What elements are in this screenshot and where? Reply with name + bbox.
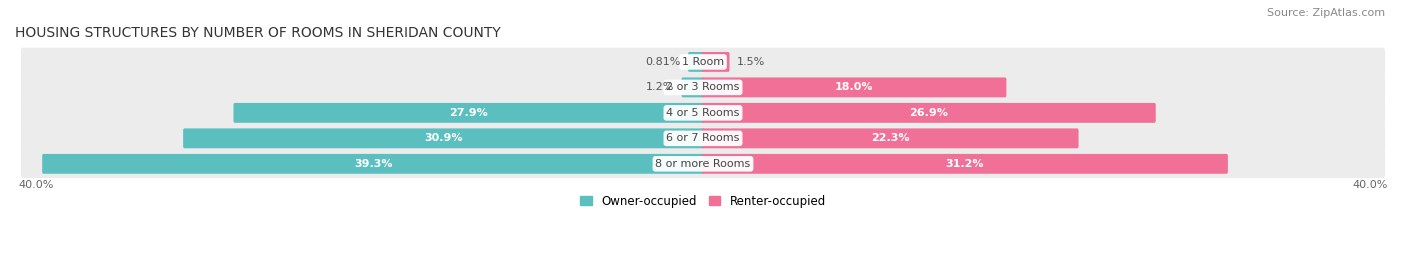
Text: 26.9%: 26.9% [910, 108, 948, 118]
FancyBboxPatch shape [42, 154, 704, 174]
FancyBboxPatch shape [21, 99, 1385, 127]
FancyBboxPatch shape [21, 73, 1385, 102]
FancyBboxPatch shape [682, 77, 704, 97]
FancyBboxPatch shape [702, 52, 730, 72]
Text: 1.2%: 1.2% [647, 82, 675, 92]
Text: 2 or 3 Rooms: 2 or 3 Rooms [666, 82, 740, 92]
FancyBboxPatch shape [21, 48, 1385, 76]
Text: 39.3%: 39.3% [354, 159, 392, 169]
Text: 1 Room: 1 Room [682, 57, 724, 67]
Text: 31.2%: 31.2% [945, 159, 984, 169]
Text: 6 or 7 Rooms: 6 or 7 Rooms [666, 133, 740, 143]
FancyBboxPatch shape [702, 77, 1007, 97]
FancyBboxPatch shape [21, 150, 1385, 178]
FancyBboxPatch shape [688, 52, 704, 72]
Text: 27.9%: 27.9% [450, 108, 488, 118]
Text: 40.0%: 40.0% [18, 180, 53, 190]
Text: 4 or 5 Rooms: 4 or 5 Rooms [666, 108, 740, 118]
FancyBboxPatch shape [702, 103, 1156, 123]
Legend: Owner-occupied, Renter-occupied: Owner-occupied, Renter-occupied [575, 190, 831, 212]
Text: 40.0%: 40.0% [1353, 180, 1388, 190]
Text: 1.5%: 1.5% [737, 57, 765, 67]
Text: 18.0%: 18.0% [835, 82, 873, 92]
Text: 30.9%: 30.9% [425, 133, 463, 143]
Text: Source: ZipAtlas.com: Source: ZipAtlas.com [1267, 8, 1385, 18]
Text: HOUSING STRUCTURES BY NUMBER OF ROOMS IN SHERIDAN COUNTY: HOUSING STRUCTURES BY NUMBER OF ROOMS IN… [15, 26, 501, 40]
FancyBboxPatch shape [183, 128, 704, 148]
Text: 8 or more Rooms: 8 or more Rooms [655, 159, 751, 169]
FancyBboxPatch shape [702, 154, 1227, 174]
FancyBboxPatch shape [702, 128, 1078, 148]
FancyBboxPatch shape [233, 103, 704, 123]
Text: 0.81%: 0.81% [645, 57, 681, 67]
FancyBboxPatch shape [21, 124, 1385, 153]
Text: 22.3%: 22.3% [870, 133, 910, 143]
